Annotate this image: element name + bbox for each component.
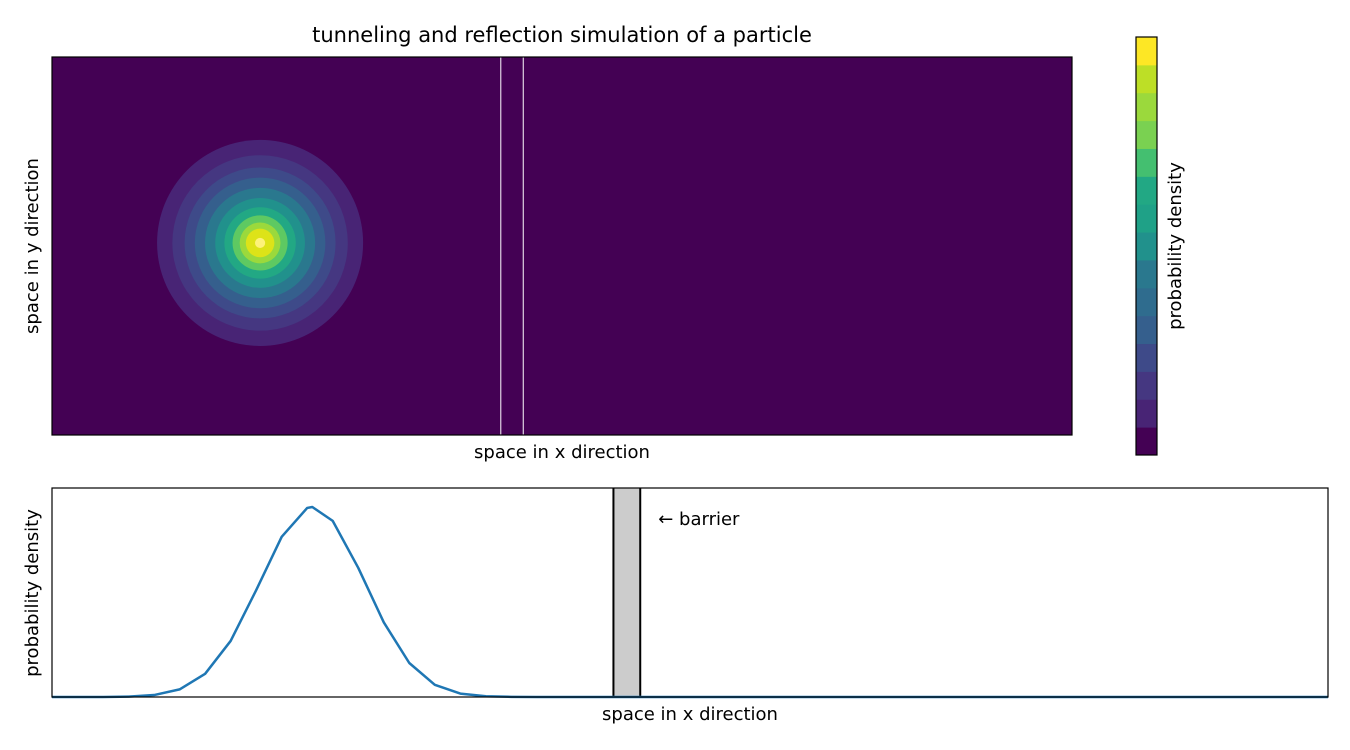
colorbar-band <box>1136 232 1157 261</box>
plot-frame <box>51 56 1073 436</box>
annotation: ← barrier <box>658 509 740 530</box>
colorbar-band <box>1136 343 1157 372</box>
colorbar-frame <box>1135 36 1158 456</box>
colorbar-band <box>1136 176 1157 205</box>
y-axis-label: probability density <box>22 509 43 677</box>
colorbar-band <box>1136 37 1157 66</box>
barrier <box>613 488 641 697</box>
colorbar-band <box>1136 120 1157 149</box>
colorbar-band <box>1136 315 1157 345</box>
chart-title: tunneling and reflection simulation of a… <box>312 23 812 47</box>
plot-frame <box>51 487 1329 698</box>
colorbar-band <box>1136 64 1157 94</box>
colorbar-band <box>1136 148 1157 177</box>
colorbar-band <box>1136 259 1157 289</box>
x-axis-label: space in x direction <box>474 442 650 463</box>
colorbar-band <box>1136 204 1157 233</box>
plot-background <box>52 488 1328 697</box>
colorbar-band <box>1136 92 1157 122</box>
x-axis-label: space in x direction <box>602 704 778 725</box>
colorbar-band <box>1136 399 1157 428</box>
colorbar-band <box>1136 287 1157 317</box>
y-axis-label: space in y direction <box>22 158 43 334</box>
colorbar-band <box>1136 371 1157 400</box>
contour-level <box>254 237 266 249</box>
colorbar-band <box>1136 427 1157 456</box>
colorbar-label: probability density <box>1165 162 1186 330</box>
